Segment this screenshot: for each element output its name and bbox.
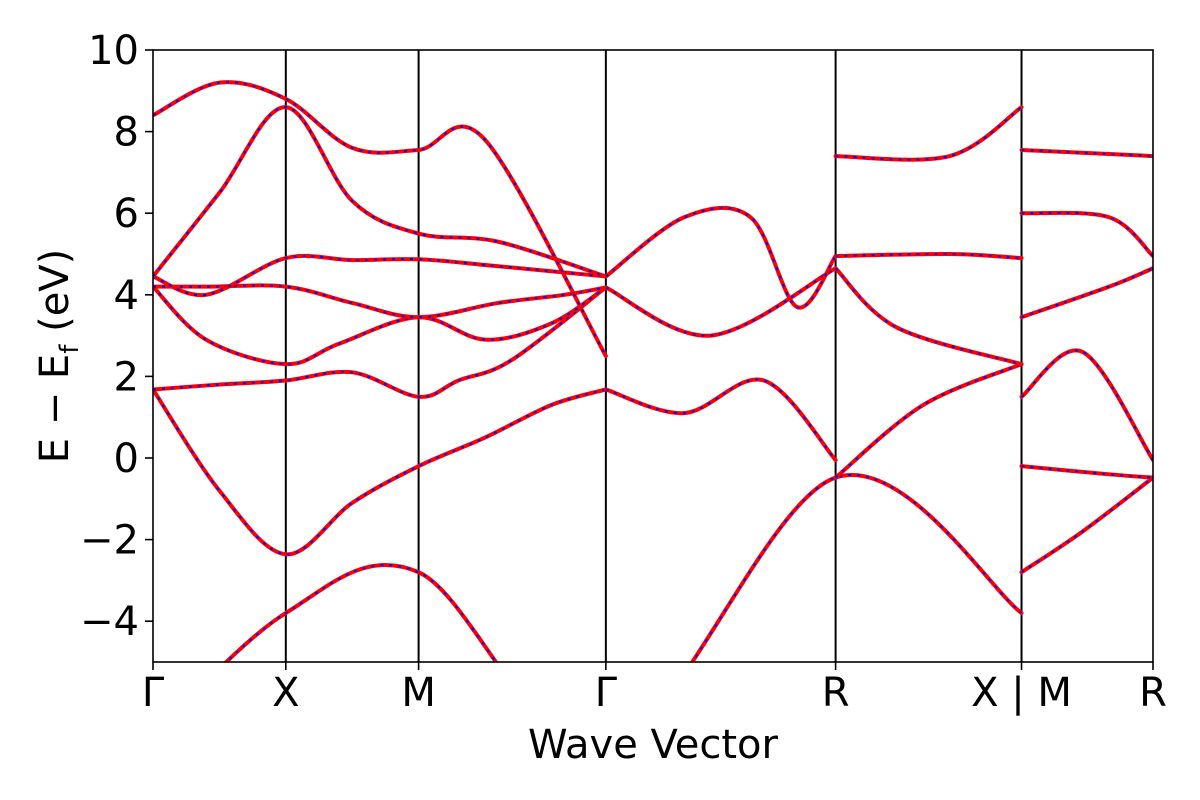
x-axis-title: Wave Vector bbox=[528, 722, 779, 768]
band-21-dashed-line bbox=[1021, 148, 1153, 158]
band-7-dashed-line bbox=[153, 106, 607, 278]
y-axis-title: E − Ef (eV) bbox=[32, 249, 85, 464]
band-16-dashed-line bbox=[1020, 476, 1153, 574]
band-3-dashed-line bbox=[153, 286, 607, 398]
band-15-dashed-line bbox=[835, 106, 1023, 161]
y-tick-label: 4 bbox=[114, 273, 139, 319]
band-14-line bbox=[833, 251, 1024, 261]
band-4-dashed-line bbox=[153, 285, 607, 366]
y-tick-label: −4 bbox=[80, 599, 139, 645]
y-tick-label: −2 bbox=[80, 518, 139, 564]
band-11-line bbox=[603, 205, 838, 310]
y-tick-label: 6 bbox=[114, 191, 139, 237]
x-tick-label: X bbox=[272, 670, 299, 716]
band-10-dashed-line bbox=[605, 267, 837, 337]
band-19-dashed-line bbox=[1021, 267, 1153, 319]
x-tick-label: R bbox=[822, 670, 850, 716]
y-axis-title-main: E − E bbox=[32, 354, 78, 464]
plot-frame bbox=[152, 49, 1154, 663]
band-5-dashed-line bbox=[153, 284, 607, 319]
x-tick-label: R bbox=[1139, 670, 1167, 716]
x-tick-label: M bbox=[401, 670, 436, 716]
x-tick-label: Γ bbox=[595, 670, 618, 716]
x-axis: Γ X M Γ R X | M R bbox=[142, 662, 1167, 716]
band-9-line bbox=[603, 377, 838, 463]
y-tick-label: 10 bbox=[88, 28, 139, 74]
x-tick-label: Γ bbox=[142, 670, 165, 716]
band-20-dashed-line bbox=[1021, 211, 1153, 257]
y-tick-label: 8 bbox=[114, 110, 139, 156]
band-8-line bbox=[153, 80, 608, 358]
band-18-line bbox=[1019, 348, 1153, 463]
x-tick-label: X | M bbox=[971, 670, 1072, 716]
y-tick-label: 0 bbox=[114, 436, 139, 482]
band-1-dashed-line bbox=[224, 474, 1023, 662]
band-lines bbox=[153, 80, 1153, 662]
y-axis-title-subscript: f bbox=[55, 344, 85, 354]
y-axis-title-unit: (eV) bbox=[32, 249, 78, 345]
y-tick-label: 2 bbox=[114, 354, 139, 400]
band-13-line bbox=[833, 266, 1024, 367]
band-6-line bbox=[153, 253, 608, 298]
band-17-dashed-line bbox=[1021, 465, 1153, 479]
band-12-line bbox=[833, 362, 1024, 480]
y-axis: −4 −2 0 2 4 6 8 10 bbox=[80, 28, 153, 645]
plot-background bbox=[153, 50, 1153, 662]
band-2-line bbox=[153, 387, 608, 557]
